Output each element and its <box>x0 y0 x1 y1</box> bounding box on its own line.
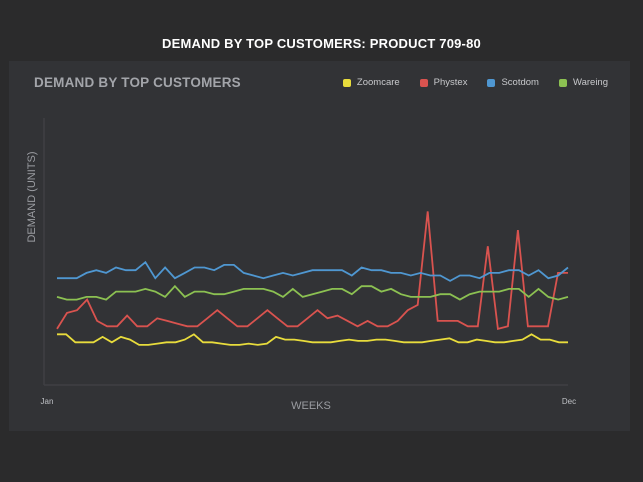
chart-panel: DEMAND BY TOP CUSTOMERS Zoomcare Phystex… <box>9 61 630 431</box>
legend: Zoomcare Phystex Scotdom Wareing <box>323 77 608 88</box>
series-line-scotdom <box>57 260 569 282</box>
legend-swatch-scotdom <box>487 78 496 87</box>
legend-label-zoomcare: Zoomcare <box>356 77 400 88</box>
series-line-zoomcare <box>57 333 568 346</box>
chart-title: DEMAND BY TOP CUSTOMERS <box>34 75 241 90</box>
legend-swatch-phystex <box>419 78 428 87</box>
series-line-phystex <box>56 211 568 331</box>
series-layer <box>56 211 569 346</box>
legend-item-wareing[interactable]: Wareing <box>558 77 608 88</box>
legend-item-scotdom[interactable]: Scotdom <box>487 77 539 88</box>
legend-label-phystex: Phystex <box>433 77 468 88</box>
legend-swatch-wareing <box>558 78 567 87</box>
x-tick-label-start: Jan <box>41 397 54 406</box>
legend-item-phystex[interactable]: Phystex <box>419 77 468 88</box>
legend-label-wareing: Wareing <box>572 77 608 88</box>
legend-label-scotdom: Scotdom <box>501 77 539 88</box>
x-tick-label-end: Dec <box>562 397 576 406</box>
page-title: DEMAND BY TOP CUSTOMERS: PRODUCT 709-80 <box>162 36 481 51</box>
series-line-wareing <box>56 284 569 301</box>
y-axis-label: DEMAND (UNITS) <box>26 151 38 242</box>
legend-item-zoomcare[interactable]: Zoomcare <box>342 77 400 88</box>
x-axis-label: WEEKS <box>291 400 331 412</box>
legend-swatch-zoomcare <box>342 78 351 87</box>
